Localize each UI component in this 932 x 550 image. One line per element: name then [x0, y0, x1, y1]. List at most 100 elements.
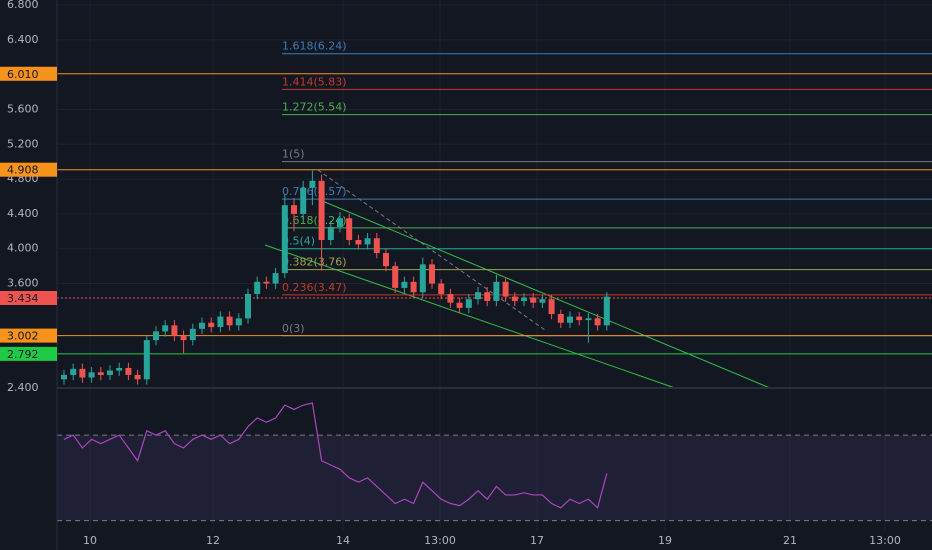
- candle-body: [235, 318, 242, 326]
- candle-body: [134, 374, 141, 380]
- candle-body: [245, 293, 251, 319]
- candle-body: [281, 205, 288, 274]
- candle-body: [594, 318, 601, 326]
- candle-body: [355, 240, 362, 245]
- candle-body: [263, 281, 270, 284]
- candle-body: [153, 331, 159, 341]
- candle-body: [539, 299, 546, 303]
- candle-body: [429, 264, 435, 284]
- candle-body: [392, 266, 399, 288]
- candle-body: [189, 328, 196, 341]
- candle-body: [585, 318, 592, 321]
- candle-body: [401, 281, 408, 288]
- price-tag-label: 6.010: [7, 68, 39, 81]
- fib-label: 0.618(4.24): [282, 214, 347, 227]
- candle-body: [576, 316, 583, 321]
- y-tick-label: 6.400: [7, 33, 39, 46]
- fib-label: 0.5(4): [282, 235, 315, 248]
- y-tick-label: 3.600: [7, 277, 39, 290]
- candle-body: [530, 297, 537, 303]
- candle-body: [208, 322, 215, 328]
- candle-body: [116, 367, 123, 371]
- y-tick-label: 5.600: [7, 102, 39, 115]
- x-tick-label: 17: [530, 534, 544, 547]
- candle-body: [548, 299, 555, 315]
- candle-body: [226, 316, 233, 326]
- fib-label: 1.272(5.54): [282, 101, 347, 114]
- candle-body: [327, 226, 334, 241]
- candle-body: [61, 374, 67, 380]
- candle-body: [475, 292, 481, 300]
- candle-body: [309, 180, 316, 188]
- y-tick-label: 2.400: [7, 381, 39, 394]
- candle-body: [438, 283, 445, 294]
- price-axis: [0, 0, 57, 550]
- candle-body: [567, 316, 573, 323]
- channel-line: [319, 199, 771, 389]
- price-tag: [0, 290, 57, 305]
- candle-body: [484, 292, 491, 301]
- candle-body: [88, 372, 95, 378]
- y-tick-label: 5.200: [7, 137, 39, 150]
- x-tick-label: 12: [206, 534, 220, 547]
- candle-body: [318, 180, 325, 241]
- candle-body: [171, 325, 178, 336]
- fib-label: 0.786(4.57): [282, 185, 347, 198]
- x-tick-label: 13:00: [869, 534, 901, 547]
- price-tag-label: 2.792: [7, 348, 39, 361]
- candle-body: [300, 187, 307, 214]
- fib-label: 0(3): [282, 322, 305, 335]
- x-tick-label: 21: [783, 534, 797, 547]
- y-tick-label: 4.400: [7, 207, 39, 220]
- candle-body: [70, 368, 77, 375]
- candle-body: [410, 281, 417, 293]
- x-tick-label: 10: [83, 534, 97, 547]
- candle-body: [162, 325, 169, 332]
- candle-body: [493, 281, 500, 301]
- candle-body: [199, 322, 205, 329]
- rsi-line: [63, 402, 608, 509]
- price-tag: [0, 66, 57, 81]
- candle-body: [557, 314, 564, 323]
- candle-body: [511, 296, 518, 301]
- fib-label: 0.236(3.47): [282, 281, 347, 294]
- candle-body: [373, 238, 380, 254]
- candle-body: [107, 370, 113, 375]
- price-tag-label: 3.434: [7, 292, 39, 305]
- fib-label: 0.382(3.76): [282, 256, 347, 269]
- rsi-band: [57, 435, 932, 521]
- price-tag: [0, 162, 57, 177]
- candle-body: [337, 218, 343, 227]
- candle-body: [456, 302, 463, 308]
- candle-body: [291, 205, 297, 214]
- candle-body: [447, 293, 454, 303]
- candle-body: [79, 368, 86, 378]
- fib-label: 1.618(6.24): [282, 40, 347, 53]
- candle-body: [346, 218, 353, 241]
- x-tick-label: 14: [336, 534, 350, 547]
- candle-body: [465, 299, 472, 308]
- price-tag: [0, 328, 57, 343]
- candle-body: [180, 335, 187, 341]
- trend-line: [317, 169, 546, 331]
- candle-body: [272, 273, 279, 284]
- fib-label: 1.414(5.83): [282, 75, 347, 88]
- price-tag-label: 3.002: [7, 330, 39, 343]
- candle-body: [419, 264, 426, 293]
- candle-body: [143, 340, 150, 380]
- y-tick-label: 4.000: [7, 242, 39, 255]
- x-tick-label: 13:00: [424, 534, 456, 547]
- candle-body: [383, 253, 389, 267]
- candle-body: [521, 297, 527, 301]
- candle-body: [125, 367, 132, 375]
- candle-body: [217, 316, 224, 328]
- price-tag: [0, 346, 57, 361]
- candle-body: [502, 281, 509, 297]
- price-tag-label: 4.908: [7, 164, 39, 177]
- candle-body: [603, 296, 610, 326]
- x-tick-label: 19: [658, 534, 672, 547]
- candle-body: [254, 281, 261, 294]
- candle-body: [97, 372, 104, 375]
